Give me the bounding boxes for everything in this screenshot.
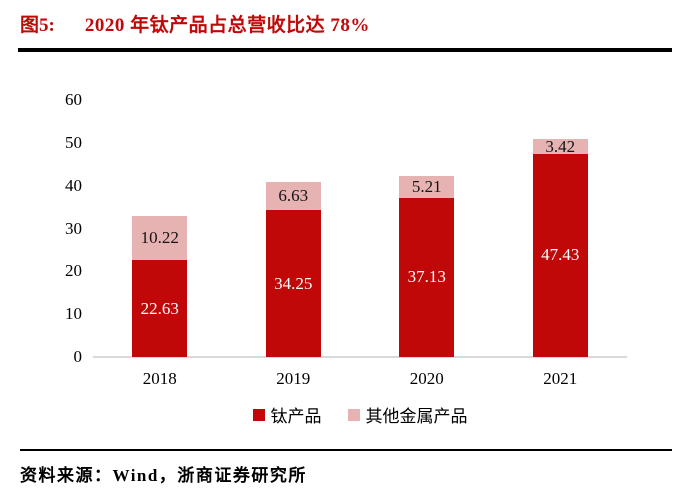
bar-value-label-other-metals: 6.63 — [278, 186, 309, 206]
figure-number: 图5: — [20, 15, 55, 36]
y-tick-label: 40 — [65, 175, 82, 195]
bar-segment-other-metals — [532, 139, 588, 154]
y-tick-label: 30 — [65, 218, 82, 238]
source-divider-rule — [20, 449, 672, 451]
y-tick-label: 20 — [65, 261, 82, 281]
bar-value-label-titanium: 47.43 — [541, 245, 580, 265]
bar-value-label-titanium: 22.63 — [140, 298, 179, 318]
title-divider-rule — [18, 48, 672, 52]
bar-segment-titanium — [132, 260, 188, 357]
legend-item-other-metals: 其他金属产品 — [347, 402, 468, 427]
x-axis-line — [93, 356, 627, 358]
x-tick-label: 2018 — [142, 369, 177, 388]
legend-label-titanium: 钛产品 — [270, 407, 322, 426]
source-note: 资料来源：Wind，浙商证券研究所 — [20, 466, 307, 485]
bar-segment-titanium — [399, 197, 455, 357]
legend-swatch-titanium — [252, 408, 265, 421]
bar-segment-other-metals — [265, 181, 321, 211]
figure-title: 图5: 2020 年钛产品占总营收比达 78% — [20, 10, 370, 37]
legend-swatch-other-metals — [347, 408, 360, 421]
y-tick-label: 60 — [65, 90, 82, 109]
bar-value-label-titanium: 37.13 — [407, 267, 446, 287]
bar-segment-titanium — [532, 153, 588, 357]
chart-legend: 钛产品 其他金属产品 — [93, 402, 627, 427]
bar-segment-titanium — [265, 210, 321, 357]
y-tick-label: 10 — [65, 304, 82, 324]
bar-segment-other-metals — [132, 216, 188, 261]
x-tick-label: 2019 — [276, 369, 311, 388]
bar-value-label-other-metals: 10.22 — [140, 228, 179, 248]
legend-label-other-metals: 其他金属产品 — [365, 407, 468, 426]
x-tick-label: 2021 — [543, 369, 578, 388]
bar-value-label-other-metals: 5.21 — [411, 176, 442, 196]
bar-value-label-other-metals: 3.42 — [545, 136, 576, 156]
figure-title-text: 2020 年钛产品占总营收比达 78% — [84, 15, 370, 36]
legend-item-titanium: 钛产品 — [252, 402, 322, 427]
bar-value-label-titanium: 34.25 — [274, 273, 313, 293]
y-tick-label: 0 — [73, 347, 83, 366]
x-tick-label: 2020 — [409, 369, 444, 388]
bar-segment-other-metals — [399, 175, 455, 198]
y-tick-label: 50 — [65, 132, 82, 152]
